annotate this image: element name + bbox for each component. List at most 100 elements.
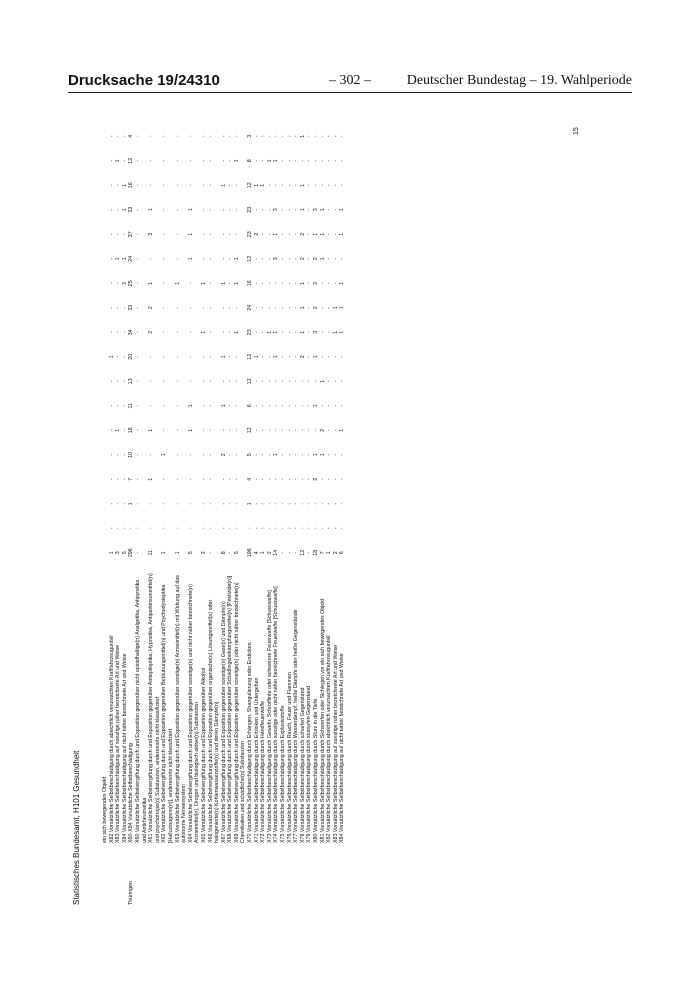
value-cell: - xyxy=(319,527,326,530)
value-cell xyxy=(102,173,109,198)
value-cell xyxy=(102,516,109,541)
value-cell: - xyxy=(319,478,326,481)
value-cell: 1 xyxy=(332,306,339,310)
value-cell: - xyxy=(200,380,207,383)
table-row: X84 Vorsätzliche Selbstbeschädigung auf … xyxy=(122,124,129,905)
value-cell: 1 xyxy=(299,183,306,187)
value-cell: - xyxy=(187,502,194,505)
value-cell: - xyxy=(293,527,300,530)
value-cell: - xyxy=(332,282,339,285)
value-cell: 1 xyxy=(313,232,319,236)
value-cell: 33 xyxy=(128,304,135,311)
value-cell xyxy=(102,320,109,345)
value-cell: - xyxy=(293,478,300,481)
value-cell: - xyxy=(220,527,227,530)
row-label: X74 Vorsätzliche Selbstbeschädigung durc… xyxy=(273,586,280,843)
value-cell: - xyxy=(200,159,207,162)
value-cell: 2 xyxy=(332,551,339,555)
value-cell: 1 xyxy=(339,281,346,285)
value-cell: - xyxy=(280,257,287,260)
value-cell: - xyxy=(326,380,333,383)
value-cell: - xyxy=(121,135,128,138)
value-cell: - xyxy=(121,380,128,383)
table-row: X84 Vorsätzliche Selbstbeschädigung auf … xyxy=(339,124,346,905)
value-cell: - xyxy=(306,502,313,505)
value-cell: - xyxy=(161,257,168,260)
value-cell: 3 xyxy=(313,330,319,334)
value-cell xyxy=(102,541,109,566)
value-cell: - xyxy=(306,331,313,334)
value-cell: - xyxy=(266,502,273,505)
value-cell: 1 xyxy=(200,330,207,334)
value-cell: - xyxy=(339,355,346,358)
value-cell: - xyxy=(148,257,155,260)
row-label: X73 Vorsätzliche Selbstbeschädigung durc… xyxy=(266,590,273,843)
value-cell: 1 xyxy=(273,330,280,334)
value-cell: - xyxy=(115,404,122,407)
value-cell: - xyxy=(207,184,214,187)
state-cell xyxy=(326,843,333,905)
table-row: X80 Vorsätzliche Selbstbeschädigung durc… xyxy=(313,124,320,905)
value-cell xyxy=(102,467,109,492)
value-cell: - xyxy=(115,135,122,138)
row-label: X67 Vorsätzliche Selbstvergiftung durch … xyxy=(220,601,227,843)
value-cell: 1 xyxy=(174,551,181,555)
value-cell: 1 xyxy=(115,428,122,432)
value-cell: 1 xyxy=(148,281,155,285)
value-cell: - xyxy=(233,429,240,432)
state-cell xyxy=(273,843,280,905)
value-cell: - xyxy=(266,453,273,456)
value-cell: - xyxy=(161,502,168,505)
value-cell: - xyxy=(187,380,194,383)
value-cell: 1 xyxy=(332,330,339,334)
value-cell: - xyxy=(108,527,115,530)
value-cell: - xyxy=(260,527,267,530)
value-cell: - xyxy=(293,257,300,260)
value-cell: - xyxy=(332,404,339,407)
value-cell: - xyxy=(220,208,227,211)
state-cell xyxy=(306,843,313,905)
value-cell: - xyxy=(286,380,293,383)
value-cell: - xyxy=(108,233,115,236)
value-cell: - xyxy=(207,257,214,260)
value-cell: - xyxy=(134,331,141,334)
value-cell: - xyxy=(161,208,168,211)
value-cell: 296 xyxy=(128,548,135,558)
value-cell: 4 xyxy=(253,551,260,555)
value-cell: 2 xyxy=(121,281,128,285)
value-cell: 2 xyxy=(220,453,227,457)
value-cell: 34 xyxy=(128,329,135,336)
value-cell: - xyxy=(260,355,267,358)
value-cell: 2 xyxy=(148,330,155,334)
value-cell: - xyxy=(108,159,115,162)
value-cell: - xyxy=(200,527,207,530)
state-cell xyxy=(287,843,294,905)
value-cell: - xyxy=(148,404,155,407)
value-cell: - xyxy=(233,478,240,481)
value-cell: - xyxy=(233,306,240,309)
table-row: X63 Vorsätzliche Selbstvergiftung durch … xyxy=(175,124,188,905)
value-cell: - xyxy=(253,527,260,530)
value-cell: - xyxy=(339,380,346,383)
table-row: X68 Vorsätzliche Selbstvergiftung durch … xyxy=(227,124,234,905)
value-cell: - xyxy=(293,282,300,285)
table-row: X67 Vorsätzliche Selbstvergiftung durch … xyxy=(221,124,228,905)
value-cell: - xyxy=(227,453,234,456)
value-cell: - xyxy=(207,233,214,236)
value-cell: - xyxy=(286,404,293,407)
value-cell: - xyxy=(174,184,181,187)
value-cell: - xyxy=(108,404,115,407)
value-cell: - xyxy=(293,355,300,358)
value-cell: - xyxy=(332,502,339,505)
value-cell: - xyxy=(332,159,339,162)
value-cell xyxy=(102,247,109,272)
value-cell: 1 xyxy=(187,257,194,261)
value-cell: - xyxy=(161,429,168,432)
value-cell: 2 xyxy=(319,428,326,432)
value-cell: 1 xyxy=(148,208,155,212)
value-cell: 2 xyxy=(299,232,306,236)
value-cell: - xyxy=(227,502,234,505)
value-cell: - xyxy=(161,159,168,162)
value-cell: 2 xyxy=(313,477,319,481)
value-cell: - xyxy=(332,184,339,187)
